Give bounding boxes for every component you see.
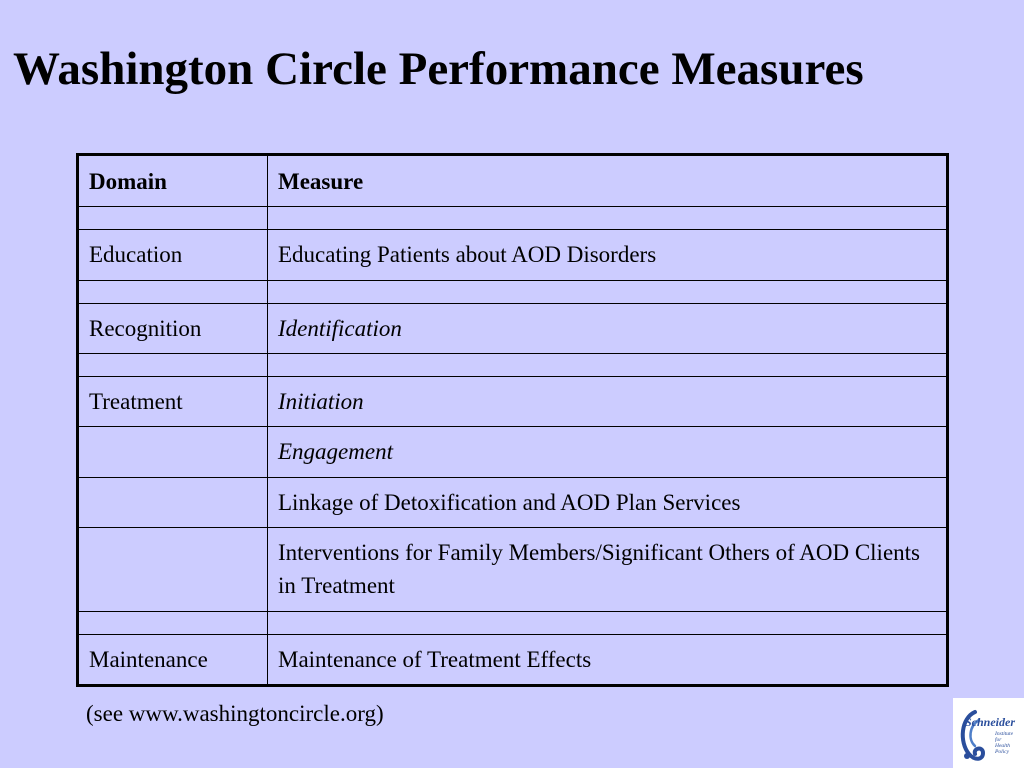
table-row: Maintenance Maintenance of Treatment Eff…	[77, 633, 948, 687]
table-row	[77, 206, 948, 231]
footer-note: (see www.washingtoncircle.org)	[86, 701, 384, 726]
header-measure: Measure	[267, 153, 948, 208]
svg-text:Policy: Policy	[994, 749, 1010, 755]
header-domain: Domain	[77, 153, 268, 208]
table-row	[77, 353, 948, 378]
domain-cell: Treatment	[77, 376, 268, 428]
domain-cell	[77, 527, 268, 612]
table-row: Treatment Initiation	[77, 376, 948, 428]
svg-text:Schneider: Schneider	[965, 715, 1015, 729]
measures-table: Domain Measure Education Educating Patie…	[76, 153, 949, 688]
svg-text:Health: Health	[994, 743, 1010, 749]
domain-cell: Recognition	[77, 302, 268, 355]
table-row: Recognition Identification	[77, 302, 948, 355]
table-header-row: Domain Measure	[77, 153, 948, 208]
domain-cell	[77, 353, 268, 378]
domain-cell: Education	[77, 229, 268, 281]
measure-cell: Engagement	[267, 426, 948, 478]
domain-cell	[77, 206, 268, 231]
measure-cell: Identification	[267, 302, 948, 355]
measure-cell	[267, 353, 948, 378]
table-row: Interventions for Family Members/Signifi…	[77, 527, 948, 612]
svg-text:Institute: Institute	[994, 731, 1014, 737]
domain-cell: Maintenance	[77, 633, 268, 687]
schneider-institutes-logo-icon: Schneider Institute for Health Policy	[953, 698, 1024, 768]
measure-cell: Linkage of Detoxification and AOD Plan S…	[267, 476, 948, 529]
measure-cell: Maintenance of Treatment Effects	[267, 633, 948, 687]
measure-cell: Interventions for Family Members/Signifi…	[267, 527, 948, 612]
domain-cell	[77, 610, 268, 635]
measure-cell	[267, 206, 948, 231]
measure-cell: Initiation	[267, 376, 948, 428]
measure-cell: Educating Patients about AOD Disorders	[267, 229, 948, 281]
table-row: Engagement	[77, 426, 948, 478]
domain-cell	[77, 426, 268, 478]
table-row	[77, 610, 948, 635]
svg-text:for: for	[995, 736, 1002, 743]
table-row	[77, 279, 948, 304]
measure-cell	[267, 279, 948, 304]
domain-cell	[77, 279, 268, 304]
measure-cell	[267, 610, 948, 635]
table-row: Linkage of Detoxification and AOD Plan S…	[77, 476, 948, 529]
table-row: Education Educating Patients about AOD D…	[77, 229, 948, 281]
domain-cell	[77, 476, 268, 529]
slide-title: Washington Circle Performance Measures	[13, 43, 864, 95]
